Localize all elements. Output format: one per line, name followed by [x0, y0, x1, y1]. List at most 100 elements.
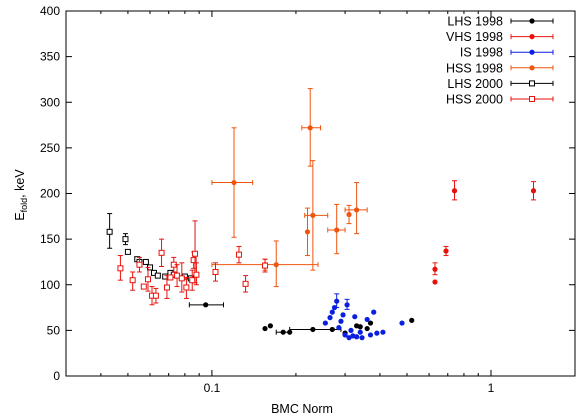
legend-marker: [529, 34, 535, 40]
data-point: [158, 249, 165, 256]
data-point: [167, 274, 174, 281]
data-point: [142, 258, 149, 265]
data-point: [530, 188, 537, 194]
data-point: [262, 262, 269, 269]
data-point: [287, 329, 293, 335]
data-point: [359, 335, 365, 341]
data-point: [212, 268, 219, 275]
legend-entry-vhs-1998: VHS 1998: [446, 30, 554, 44]
data-point: [189, 277, 196, 284]
data-point: [357, 329, 363, 335]
legend-label: VHS 1998: [446, 30, 503, 44]
data-point: [327, 315, 333, 321]
data-point: [304, 229, 311, 235]
data-point: [152, 292, 159, 299]
data-point: [409, 317, 415, 323]
data-point: [178, 275, 185, 282]
data-point: [190, 257, 197, 264]
data-point: [340, 312, 346, 318]
data-point: [364, 325, 370, 332]
series-hss-1998: [211, 88, 368, 288]
legend-marker: [529, 18, 535, 24]
legend-entry-lhs-2000: LHS 2000: [447, 77, 554, 91]
legend-label: HSS 1998: [446, 61, 503, 75]
data-point: [432, 279, 438, 285]
series-lhs-1998: [188, 302, 415, 336]
legend-marker: [529, 80, 535, 87]
legend-entry-is-1998: IS 1998: [460, 46, 554, 60]
x-tick-label: 1: [488, 381, 495, 395]
legend-entry-hss-1998: HSS 1998: [446, 61, 554, 75]
data-point: [140, 283, 147, 290]
data-point: [354, 207, 360, 213]
data-point: [342, 332, 348, 338]
y-tick-label: 250: [40, 141, 60, 155]
data-point: [310, 326, 316, 333]
legend-marker: [529, 96, 535, 102]
data-point: [336, 325, 342, 331]
y-axis-title: Efold, keV: [13, 169, 29, 221]
data-point: [348, 327, 354, 333]
data-point: [307, 125, 313, 131]
legend-entry-lhs-1998: LHS 1998: [447, 15, 554, 29]
y-tick-label: 150: [40, 232, 60, 246]
data-point: [354, 334, 360, 340]
y-axis-title-subscript: fold: [19, 198, 29, 213]
data-point: [242, 280, 249, 287]
data-point: [117, 265, 124, 272]
data-point: [144, 276, 151, 283]
series-hss-2000: [117, 220, 269, 306]
legend-marker: [529, 49, 535, 55]
x-tick-label: 0.1: [204, 381, 221, 395]
data-point: [338, 318, 344, 324]
y-tick-label: 350: [40, 50, 60, 64]
data-point: [231, 179, 237, 186]
data-layer: [106, 88, 537, 341]
data-point: [374, 330, 380, 336]
data-point: [106, 228, 113, 235]
data-point: [262, 325, 268, 332]
data-point: [346, 211, 352, 218]
axes-layer: 0 50 100 150 200 250 300 350 400 0.1 1: [40, 4, 576, 395]
data-point: [329, 309, 335, 315]
legend-label: HSS 2000: [446, 93, 503, 107]
y-axis-title-main: E: [13, 212, 27, 220]
data-point: [432, 266, 438, 272]
data-point: [329, 326, 335, 333]
data-point: [267, 323, 273, 329]
data-point: [357, 324, 363, 330]
x-axis-title: BMC Norm: [271, 402, 333, 416]
legend-label: IS 1998: [460, 46, 503, 60]
y-axis-title-suffix: , keV: [13, 169, 27, 198]
data-point: [174, 272, 181, 279]
legend-label: LHS 1998: [447, 15, 503, 29]
data-point: [192, 250, 199, 257]
data-point: [380, 329, 386, 335]
y-tick-label: 50: [47, 323, 61, 337]
legend-label: LHS 2000: [447, 77, 503, 91]
data-point: [367, 320, 374, 326]
data-point: [367, 332, 374, 338]
y-tick-label: 100: [40, 278, 60, 292]
data-point: [235, 251, 242, 258]
y-tick-label: 200: [40, 187, 60, 201]
data-point: [352, 314, 358, 320]
y-tick-label: 400: [40, 4, 60, 18]
legend-entry-hss-2000: HSS 2000: [446, 93, 554, 107]
data-point: [280, 329, 286, 335]
series-vhs-1998: [432, 180, 537, 285]
data-point: [322, 320, 328, 326]
data-point: [129, 277, 136, 284]
data-point: [273, 262, 279, 268]
data-point: [364, 316, 370, 323]
data-point: [183, 284, 190, 291]
y-tick-label: 0: [53, 369, 60, 383]
data-point: [399, 320, 405, 326]
data-point: [371, 309, 377, 315]
data-point: [443, 248, 449, 254]
data-point: [122, 236, 129, 243]
series-is-1998: [322, 293, 405, 341]
